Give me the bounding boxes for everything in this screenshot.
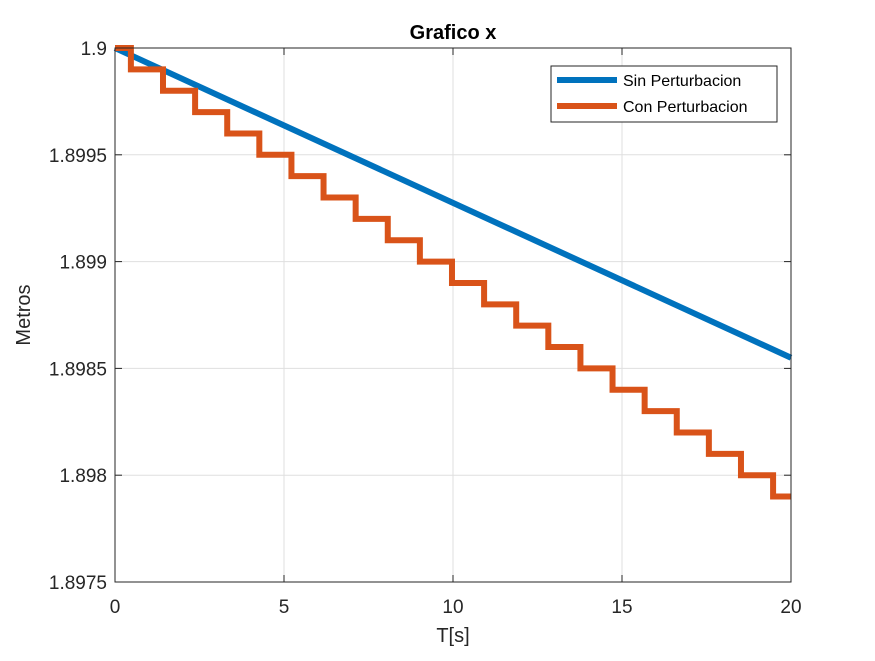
x-tick-labels: 0 5 10 15 20 (110, 597, 802, 618)
y-tick-label: 1.8985 (49, 359, 107, 380)
axes-frame (114, 47, 792, 583)
y-tick-label: 1.899 (59, 253, 107, 274)
series-line-sin-perturbacion (113, 45, 793, 361)
chart-title: Grafico x (410, 22, 497, 44)
legend: Sin Perturbacion Con Perturbacion (550, 65, 778, 123)
series-layer (113, 45, 793, 500)
y-axis-label: Metros (13, 284, 35, 345)
legend-label-con-perturbacion: Con Perturbacion (623, 99, 748, 116)
legend-label-sin-perturbacion: Sin Perturbacion (623, 73, 741, 90)
x-tick-label: 20 (780, 597, 801, 618)
x-tick-label: 10 (442, 597, 463, 618)
x-axis-label: T[s] (436, 625, 469, 647)
legend-box (550, 65, 778, 123)
axes-box (114, 47, 792, 583)
y-tick-label: 1.8975 (49, 573, 107, 594)
x-tick-label: 0 (110, 597, 121, 618)
x-tick-label: 15 (611, 597, 632, 618)
y-tick-label: 1.898 (59, 466, 107, 487)
y-tick-label: 1.9 (81, 39, 107, 60)
x-tick-label: 5 (279, 597, 290, 618)
y-tick-label: 1.8995 (49, 146, 107, 167)
y-tick-labels: 1.8975 1.898 1.8985 1.899 1.8995 1.9 (49, 39, 107, 594)
series-line-con-perturbacion (115, 45, 791, 500)
